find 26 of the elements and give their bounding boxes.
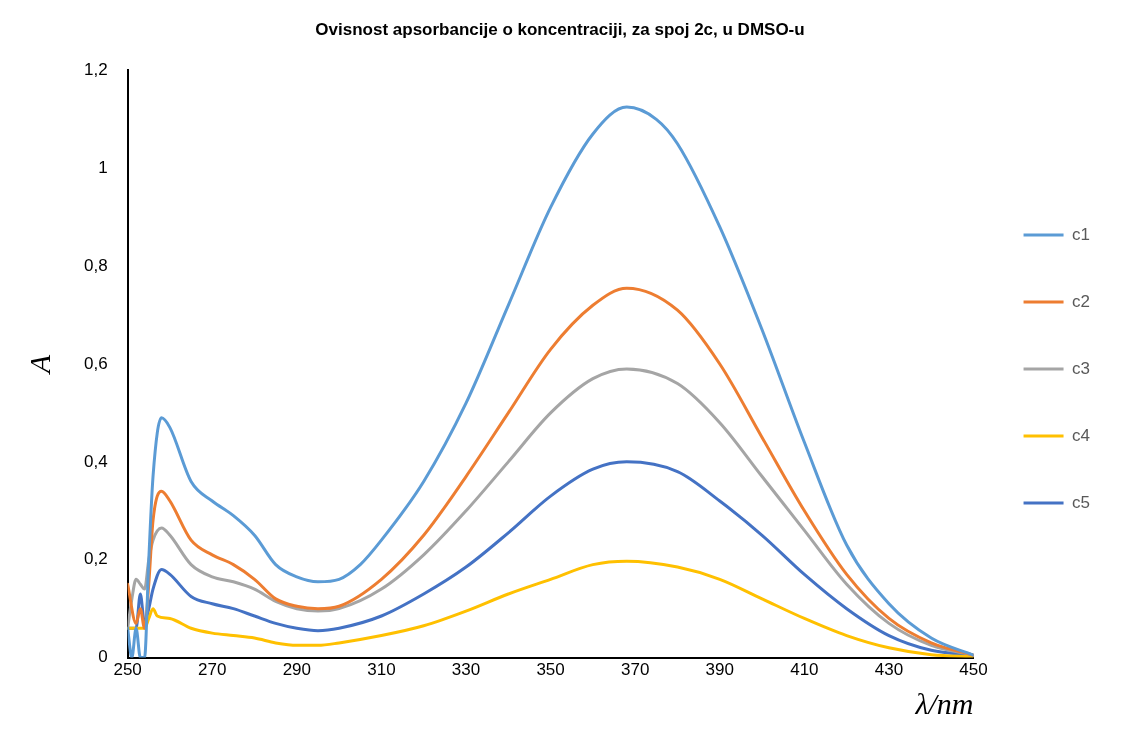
x-tick-label: 330	[451, 660, 481, 680]
y-tick-label: 1	[98, 157, 108, 177]
y-tick-label: 0,8	[83, 255, 108, 275]
x-tick-label: 250	[113, 660, 142, 680]
x-tick-label: 270	[198, 660, 227, 680]
x-tick-label: 450	[959, 660, 988, 680]
x-tick-label: 310	[367, 660, 396, 680]
x-tick-label: 390	[705, 660, 734, 680]
legend-label: c4	[1072, 425, 1091, 445]
x-tick-label: 350	[536, 660, 565, 680]
y-tick-label: 1,2	[83, 60, 108, 80]
x-tick-label: 370	[620, 660, 650, 680]
y-tick-label: 0,2	[83, 549, 108, 569]
legend-label: c2	[1072, 291, 1091, 311]
x-tick-label: 410	[790, 660, 819, 680]
legend-label: c3	[1072, 358, 1091, 378]
chart-title: Ovisnost apsorbancije o koncentraciji, za spoj 2c, u DMSO-u	[315, 19, 805, 39]
x-tick-label: 430	[874, 660, 904, 680]
y-tick-label: 0,4	[83, 451, 108, 471]
legend-label: c5	[1072, 492, 1091, 512]
x-axis-title: λ/nm	[914, 686, 974, 720]
x-tick-label: 290	[282, 660, 311, 680]
legend-label: c1	[1072, 224, 1091, 244]
y-axis-title: A	[22, 354, 56, 376]
y-tick-label: 0,6	[83, 353, 108, 373]
y-tick-label: 0	[98, 647, 108, 667]
